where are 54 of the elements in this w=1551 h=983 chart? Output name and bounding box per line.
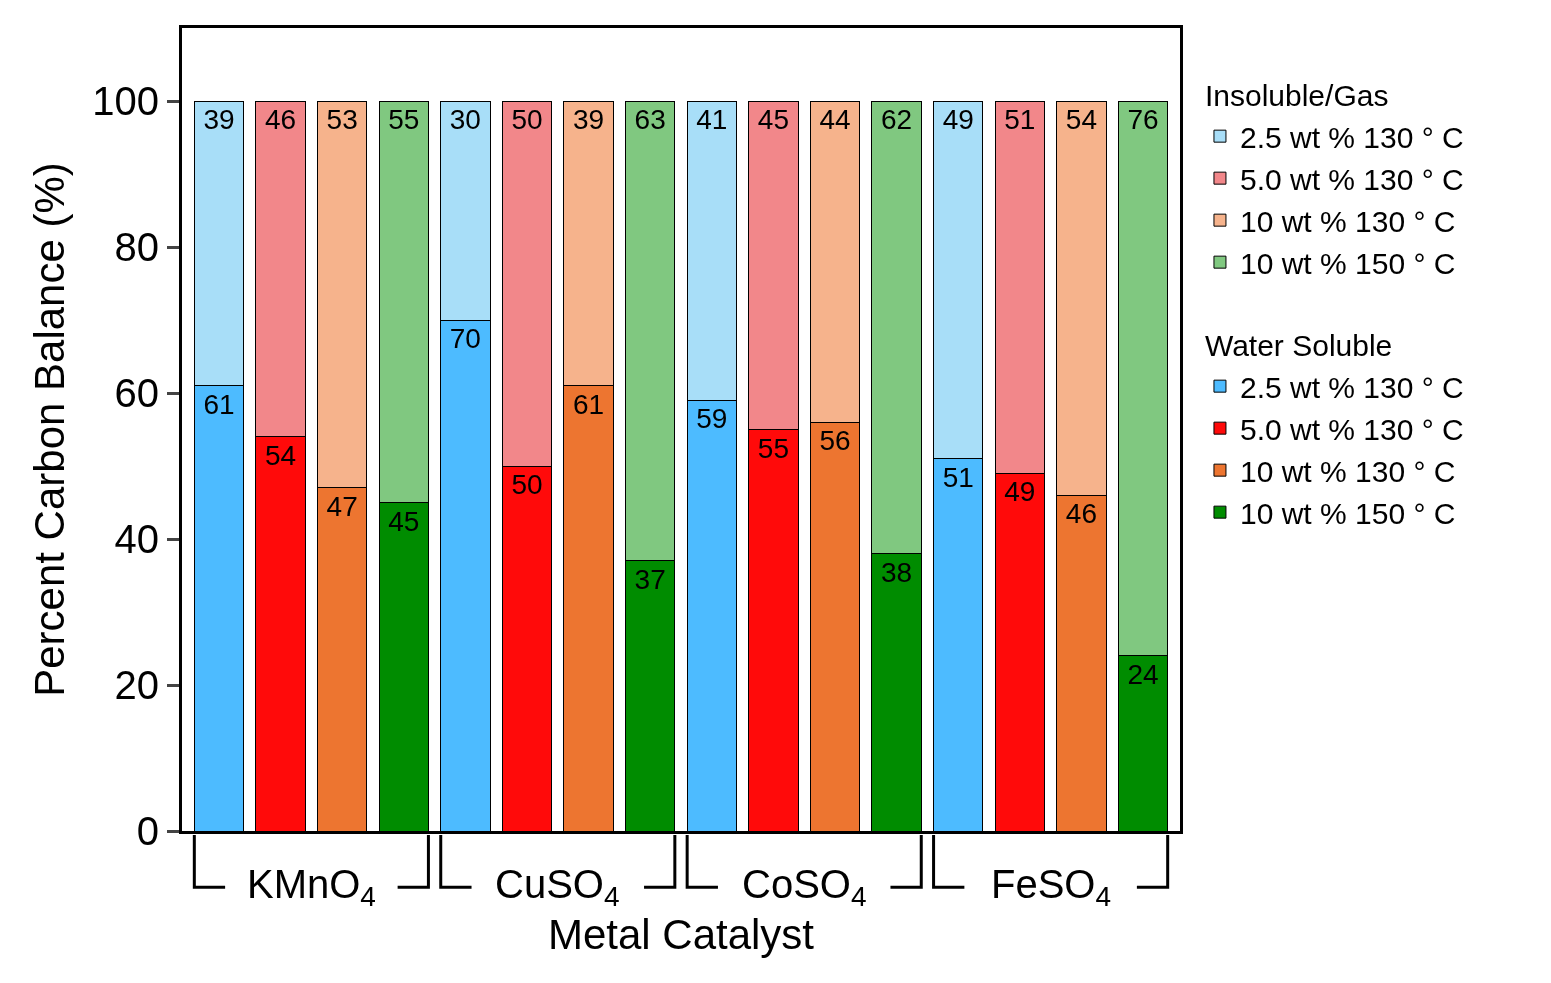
legend-label: 2.5 wt % 130 ° C xyxy=(1239,120,1464,154)
legend-label: 5.0 wt % 130 ° C xyxy=(1239,162,1464,196)
data-label: 59 xyxy=(696,403,728,435)
data-label: 55 xyxy=(757,432,789,464)
legend-label: 10 wt % 150 ° C xyxy=(1239,496,1456,530)
y-tick-label: 80 xyxy=(114,225,159,269)
data-label: 45 xyxy=(757,104,789,135)
data-label: 61 xyxy=(203,388,235,420)
text: FeSO$_{4}$ xyxy=(991,862,1112,913)
x-axis-title: Metal Catalyst xyxy=(547,911,815,959)
data-label: 62 xyxy=(881,104,913,135)
legend-label: 10 wt % 130 ° C xyxy=(1239,454,1456,488)
data-label: 49 xyxy=(942,104,974,135)
data-label: 49 xyxy=(1004,476,1036,508)
data-label: 63 xyxy=(634,104,666,135)
y-tick-label: 60 xyxy=(114,371,159,415)
data-label: 44 xyxy=(819,104,851,135)
data-label: 38 xyxy=(881,556,913,588)
data-label: 47 xyxy=(326,490,358,522)
data-label: 54 xyxy=(264,439,297,471)
data-label: 45 xyxy=(388,505,420,537)
data-label: 41 xyxy=(696,104,728,135)
y-tick-label: 100 xyxy=(92,79,159,123)
data-label: 56 xyxy=(819,425,851,457)
data-label: 51 xyxy=(1004,104,1036,135)
data-label: 50 xyxy=(511,104,543,135)
data-label: 50 xyxy=(511,469,543,500)
text: KMnO$_{4}$ xyxy=(247,862,376,913)
data-label: 39 xyxy=(573,104,605,135)
data-label: 54 xyxy=(1065,104,1098,135)
data-label: 61 xyxy=(573,388,605,420)
y-tick-label: 0 xyxy=(136,809,159,853)
y-tick-label: 40 xyxy=(114,517,159,561)
data-label: 39 xyxy=(203,104,235,135)
data-label: 55 xyxy=(388,104,420,135)
text: CuSO$_{4}$ xyxy=(495,862,620,913)
text: Insoluble/Gas xyxy=(1204,78,1389,112)
text: CoSO$_{4}$ xyxy=(742,862,867,913)
data-label: 53 xyxy=(326,104,358,135)
data-label: 30 xyxy=(449,104,481,135)
text: Water Soluble xyxy=(1204,328,1393,362)
data-label: 46 xyxy=(264,104,297,135)
legend-label: 10 wt % 150 ° C xyxy=(1239,246,1456,280)
data-label: 46 xyxy=(1065,498,1098,530)
data-label: 37 xyxy=(634,563,666,595)
data-label: 70 xyxy=(449,323,481,354)
data-label: 24 xyxy=(1127,658,1159,690)
y-axis-title: Percent Carbon Balance (%) xyxy=(26,162,74,697)
legend-label: 5.0 wt % 130 ° C xyxy=(1239,412,1464,446)
data-label: 51 xyxy=(942,461,974,493)
legend-label: 10 wt % 130 ° C xyxy=(1239,204,1456,238)
legend-label: 2.5 wt % 130 ° C xyxy=(1239,370,1464,404)
y-tick-label: 20 xyxy=(114,663,159,707)
data-label: 76 xyxy=(1127,104,1159,135)
